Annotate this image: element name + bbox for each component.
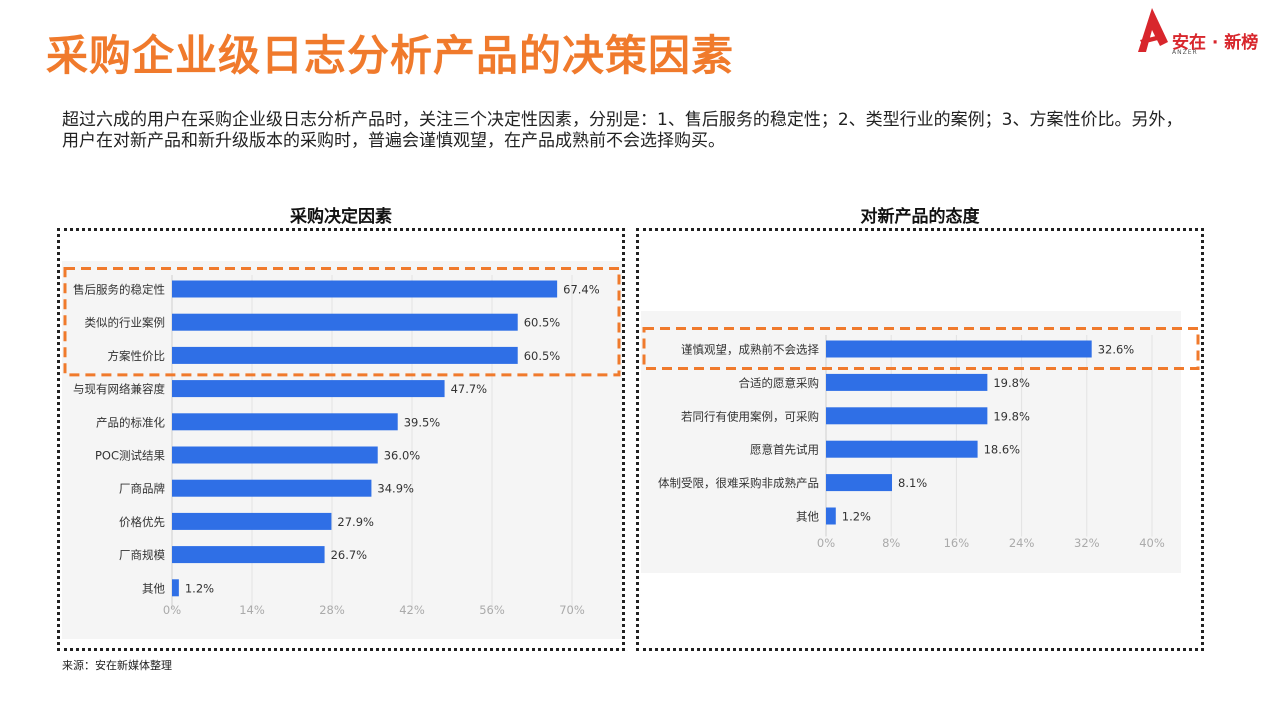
category-label: POC测试结果 bbox=[95, 449, 166, 463]
logo-subtext: ANZER bbox=[1172, 49, 1198, 56]
category-label: 与现有网络兼容度 bbox=[73, 382, 165, 396]
category-label: 其他 bbox=[142, 581, 165, 595]
logo-mark-icon bbox=[1138, 8, 1168, 52]
category-label: 类似的行业案例 bbox=[85, 316, 166, 330]
category-label: 售后服务的稳定性 bbox=[73, 283, 165, 297]
bar bbox=[172, 446, 378, 464]
data-label: 67.4% bbox=[563, 283, 600, 297]
category-label: 其他 bbox=[796, 510, 819, 524]
x-tick-label: 24% bbox=[1009, 536, 1035, 550]
data-label: 18.6% bbox=[984, 443, 1021, 457]
category-label: 价格优先 bbox=[119, 515, 165, 529]
bar bbox=[172, 579, 179, 597]
data-label: 26.7% bbox=[331, 548, 368, 562]
bar bbox=[826, 507, 836, 525]
x-tick-label: 8% bbox=[882, 536, 900, 550]
x-tick-label: 42% bbox=[399, 603, 425, 617]
logo-text: 安在 · 新榜 bbox=[1172, 33, 1259, 53]
category-label: 体制受限，很难采购非成熟产品 bbox=[658, 476, 819, 490]
bar bbox=[826, 373, 988, 391]
bar bbox=[172, 346, 518, 364]
bar bbox=[172, 546, 325, 564]
bar bbox=[826, 340, 1092, 358]
category-label: 方案性价比 bbox=[108, 349, 166, 363]
data-label: 1.2% bbox=[185, 581, 214, 595]
category-label: 合适的愿意采购 bbox=[739, 376, 820, 390]
data-label: 19.8% bbox=[993, 409, 1030, 423]
x-tick-label: 70% bbox=[559, 603, 585, 617]
data-label: 19.8% bbox=[993, 376, 1030, 390]
x-tick-label: 14% bbox=[239, 603, 265, 617]
bar bbox=[826, 474, 893, 492]
category-label: 谨慎观望，成熟前不会选择 bbox=[681, 343, 819, 357]
chart-title-purchase-factors: 采购决定因素 bbox=[290, 207, 392, 227]
bar bbox=[172, 479, 372, 497]
category-label: 产品的标准化 bbox=[96, 415, 165, 429]
x-tick-label: 16% bbox=[944, 536, 970, 550]
data-label: 36.0% bbox=[384, 449, 421, 463]
x-tick-label: 32% bbox=[1074, 536, 1100, 550]
category-label: 若同行有使用案例，可采购 bbox=[681, 409, 819, 423]
data-label: 8.1% bbox=[898, 476, 927, 490]
x-tick-label: 0% bbox=[817, 536, 835, 550]
chart-purchase-factors: 售后服务的稳定性 67.4% 类似的行业案例 60.5% 方案性价比 60.5% 与现有网络… bbox=[62, 261, 622, 639]
category-label: 厂商品牌 bbox=[119, 482, 165, 496]
page-title: 采购企业级日志分析产品的决策因素 bbox=[46, 31, 735, 80]
source-note: 来源：安在新媒体整理 bbox=[62, 659, 172, 672]
data-label: 39.5% bbox=[404, 415, 441, 429]
chart-panel-new-product-attitude: 谨慎观望，成熟前不会选择 32.6% 合适的愿意采购 19.8% 若同行有使用案例，可采… bbox=[636, 228, 1204, 651]
x-tick-label: 40% bbox=[1139, 536, 1165, 550]
highlight-box bbox=[63, 267, 621, 377]
x-tick-label: 0% bbox=[163, 603, 181, 617]
data-label: 60.5% bbox=[524, 316, 561, 330]
data-label: 1.2% bbox=[842, 510, 871, 524]
category-label: 愿意首先试用 bbox=[750, 443, 819, 457]
chart-title-new-product-attitude: 对新产品的态度 bbox=[860, 207, 980, 227]
summary-text: 超过六成的用户在采购企业级日志分析产品时，关注三个决定性因素，分别是：1、售后服… bbox=[62, 110, 1183, 151]
bar bbox=[172, 413, 398, 431]
data-label: 32.6% bbox=[1098, 343, 1135, 357]
data-label: 47.7% bbox=[451, 382, 488, 396]
chart-panel-purchase-factors: 售后服务的稳定性 67.4% 类似的行业案例 60.5% 方案性价比 60.5% 与现有网络… bbox=[57, 228, 625, 651]
x-tick-label: 56% bbox=[479, 603, 505, 617]
chart-new-product-attitude: 谨慎观望，成熟前不会选择 32.6% 合适的愿意采购 19.8% 若同行有使用案例，可采… bbox=[641, 311, 1200, 573]
bar bbox=[826, 407, 988, 425]
category-label: 厂商规模 bbox=[119, 548, 165, 562]
brand-logo: 安在 · 新榜 ANZER bbox=[1134, 6, 1274, 62]
bar bbox=[172, 313, 518, 331]
data-label: 27.9% bbox=[337, 515, 374, 529]
data-label: 60.5% bbox=[524, 349, 561, 363]
bar bbox=[172, 512, 332, 530]
highlight-box bbox=[642, 327, 1200, 370]
bar bbox=[172, 380, 445, 398]
bar bbox=[172, 280, 558, 298]
x-tick-label: 28% bbox=[319, 603, 345, 617]
data-label: 34.9% bbox=[377, 482, 414, 496]
bar bbox=[826, 440, 978, 458]
